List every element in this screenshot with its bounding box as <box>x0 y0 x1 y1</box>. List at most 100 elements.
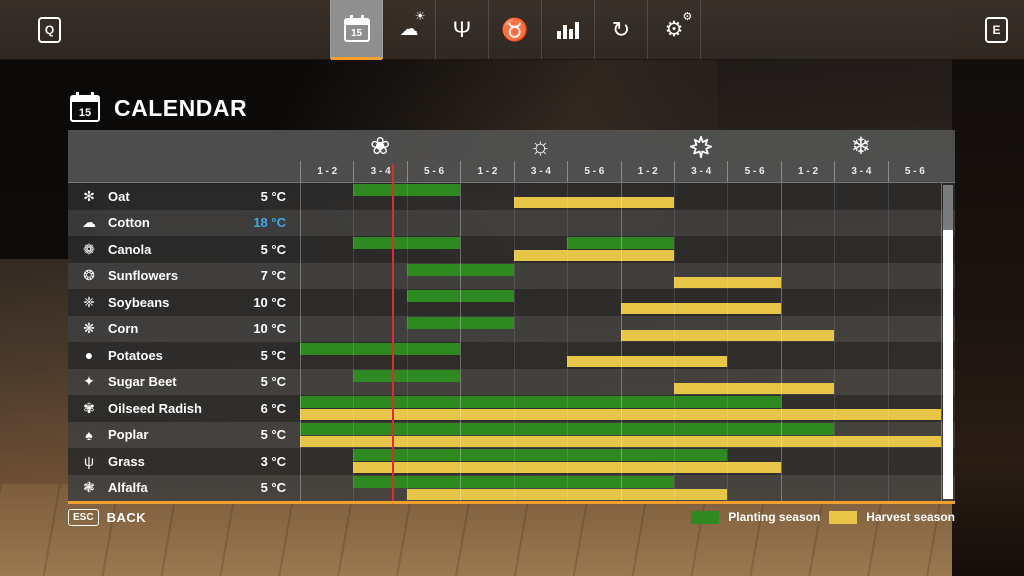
crop-row-sugar-beet[interactable]: ✦ Sugar Beet 5 °C <box>68 368 955 396</box>
crop-label-cell: ✾ Oilseed Radish 6 °C <box>68 395 300 422</box>
alfalfa-icon: ❃ <box>83 479 95 496</box>
gear-icon: ⚙ ⚙ <box>664 11 693 41</box>
period-label: 3 - 4 <box>353 161 406 182</box>
page-header: 15 CALENDAR <box>70 92 247 122</box>
planting-season-bar <box>353 449 728 461</box>
crop-label-cell: ψ Grass 3 °C <box>68 448 300 475</box>
scrollbar[interactable] <box>943 185 953 499</box>
crop-name: Sugar Beet <box>108 374 177 390</box>
oat-icon: ✻ <box>83 187 95 204</box>
top-bar: Q 15 ☁ ☀ Ψ ♉ ↻ ⚙ ⚙ E <box>0 0 1024 60</box>
season-icons-row: ❀ ☼ ❄ <box>300 132 941 162</box>
crop-season-chart <box>300 210 941 237</box>
back-button[interactable]: ESC BACK <box>68 509 146 526</box>
crop-row-canola[interactable]: ❁ Canola 5 °C <box>68 236 955 263</box>
period-label: 3 - 4 <box>673 161 727 182</box>
period-label: 1 - 2 <box>300 161 353 182</box>
key-hint-q[interactable]: Q <box>38 17 61 43</box>
period-label: 1 - 2 <box>620 161 674 182</box>
tab-economy[interactable]: ↻ <box>595 0 648 59</box>
period-label: 3 - 4 <box>513 161 567 182</box>
harvest-season-bar <box>673 382 835 394</box>
crop-label-cell: ❂ Sunflowers 7 °C <box>68 263 300 290</box>
planting-season-bar <box>353 475 674 488</box>
crop-name: Canola <box>108 241 152 257</box>
crop-season-chart <box>300 289 941 316</box>
planting-season-bar <box>567 237 674 249</box>
scrollbar-thumb[interactable] <box>943 230 953 499</box>
crop-name: Cotton <box>108 215 150 231</box>
crop-row-sunflowers[interactable]: ❂ Sunflowers 7 °C <box>68 262 955 290</box>
period-label: 3 - 4 <box>834 161 887 182</box>
harvest-season-bar <box>673 276 781 288</box>
crop-label-cell: ❈ Soybeans 10 °C <box>68 289 300 316</box>
germination-temperature: 5 °C <box>260 374 286 390</box>
crop-row-oat[interactable]: ✻ Oat 5 °C <box>68 183 955 210</box>
germination-temperature: 5 °C <box>260 347 286 363</box>
tab-animals[interactable]: ♉ <box>489 0 542 59</box>
crop-row-grass[interactable]: ψ Grass 3 °C <box>68 448 955 475</box>
crop-row-soybeans[interactable]: ❈ Soybeans 10 °C <box>68 289 955 316</box>
crop-season-chart <box>300 263 941 290</box>
bar-chart-icon <box>557 21 579 39</box>
crop-row-oilseed-radish[interactable]: ✾ Oilseed Radish 6 °C <box>68 395 955 422</box>
germination-temperature: 10 °C <box>253 294 286 310</box>
seedling-icon: Ψ <box>452 16 472 42</box>
tab-statistics[interactable] <box>542 0 595 59</box>
corn-icon: ❋ <box>83 320 95 337</box>
key-hint-e[interactable]: E <box>985 17 1008 43</box>
crop-season-chart <box>300 475 941 502</box>
crop-row-cotton[interactable]: ☁ Cotton 18 °C <box>68 209 955 237</box>
germination-temperature: 5 °C <box>260 480 286 496</box>
crop-label-cell: ☁ Cotton 18 °C <box>68 210 300 237</box>
grass-icon: ψ <box>84 453 94 470</box>
harvest-season-bar <box>353 462 781 473</box>
crop-name: Potatoes <box>108 347 163 363</box>
crop-name: Oilseed Radish <box>108 400 202 416</box>
planting-season-bar <box>300 422 835 435</box>
calendar-title-icon: 15 <box>70 92 100 122</box>
crop-label-cell: ✦ Sugar Beet 5 °C <box>68 369 300 396</box>
crop-season-chart <box>300 342 941 369</box>
weather-icon: ☁ ☀ <box>399 9 426 40</box>
poplar-icon: ♠ <box>85 426 93 443</box>
crop-season-chart <box>300 316 941 343</box>
harvest-season-bar <box>300 435 941 447</box>
crop-name: Soybeans <box>108 294 170 310</box>
germination-temperature: 5 °C <box>260 241 286 257</box>
planting-season-bar <box>300 343 461 355</box>
germination-temperature: 5 °C <box>260 427 286 443</box>
harvest-season-bar <box>620 303 781 314</box>
footer-bar: ESC BACK Planting season Harvest season <box>68 509 955 533</box>
harvest-season-bar <box>567 356 728 367</box>
crop-label-cell: ❁ Canola 5 °C <box>68 236 300 263</box>
legend: Planting season Harvest season <box>691 510 955 524</box>
winter-icon: ❄ <box>850 133 871 160</box>
crop-row-poplar[interactable]: ♠ Poplar 5 °C <box>68 421 955 448</box>
period-label: 1 - 2 <box>460 161 513 182</box>
crop-label-cell: ● Potatoes 5 °C <box>68 342 300 369</box>
tab-crops[interactable]: Ψ <box>436 0 489 59</box>
crop-name: Corn <box>108 321 139 337</box>
crop-label-cell: ❃ Alfalfa 5 °C <box>68 475 300 502</box>
tab-calendar[interactable]: 15 <box>330 0 383 60</box>
crop-row-corn[interactable]: ❋ Corn 10 °C <box>68 315 955 343</box>
crop-season-chart <box>300 395 941 422</box>
tab-settings[interactable]: ⚙ ⚙ <box>648 0 701 59</box>
germination-temperature: 6 °C <box>260 400 286 416</box>
sunflowers-icon: ❂ <box>83 267 95 284</box>
crop-row-potatoes[interactable]: ● Potatoes 5 °C <box>68 342 955 369</box>
crop-rows: ✻ Oat 5 °C ☁ Cotton 18 °C ❁ Canola 5 °C ❂ Sunflowe… <box>68 183 955 501</box>
legend-label: Planting season <box>728 510 821 524</box>
crop-name: Poplar <box>108 427 149 443</box>
period-label: 5 - 6 <box>567 161 620 182</box>
tab-weather[interactable]: ☁ ☀ <box>383 0 436 59</box>
crop-row-alfalfa[interactable]: ❃ Alfalfa 5 °C <box>68 474 955 502</box>
crop-name: Grass <box>108 453 145 469</box>
crop-season-chart <box>300 369 941 396</box>
planting-season-bar <box>406 316 514 329</box>
sugar-beet-icon: ✦ <box>83 373 95 390</box>
spring-icon: ❀ <box>370 133 391 160</box>
calendar-icon: 15 <box>343 14 370 42</box>
